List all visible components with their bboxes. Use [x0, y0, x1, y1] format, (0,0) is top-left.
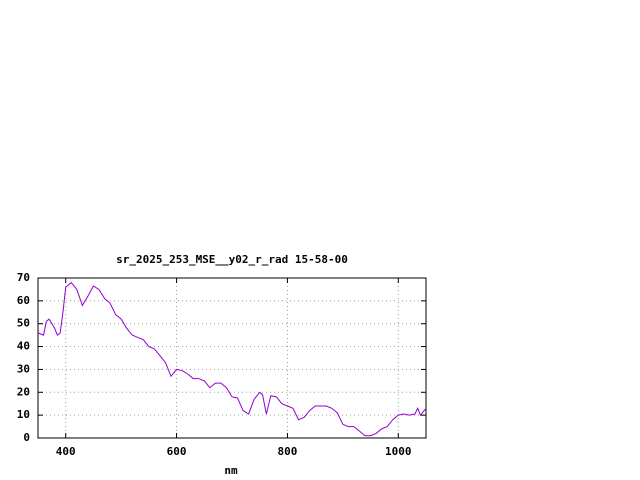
- y-tick-label: 30: [17, 362, 30, 375]
- data-line: [37, 281, 427, 437]
- x-axis-label: nm: [224, 464, 238, 477]
- x-tick-label: 400: [56, 445, 76, 458]
- chart-title: sr_2025_253_MSE__y02_r_rad 15-58-00: [116, 253, 348, 266]
- y-tick-label: 10: [17, 408, 30, 421]
- plot-frame: [37, 277, 427, 439]
- y-tick-label: 20: [17, 385, 30, 398]
- x-tick-label: 1000: [385, 445, 412, 458]
- y-tick-label: 40: [17, 340, 30, 353]
- y-tick-label: 60: [17, 294, 30, 307]
- x-tick-label: 600: [167, 445, 187, 458]
- y-tick-label: 70: [17, 271, 30, 284]
- y-tick-label: 50: [17, 317, 30, 330]
- x-tick-label: 800: [277, 445, 297, 458]
- y-tick-label: 0: [23, 431, 30, 444]
